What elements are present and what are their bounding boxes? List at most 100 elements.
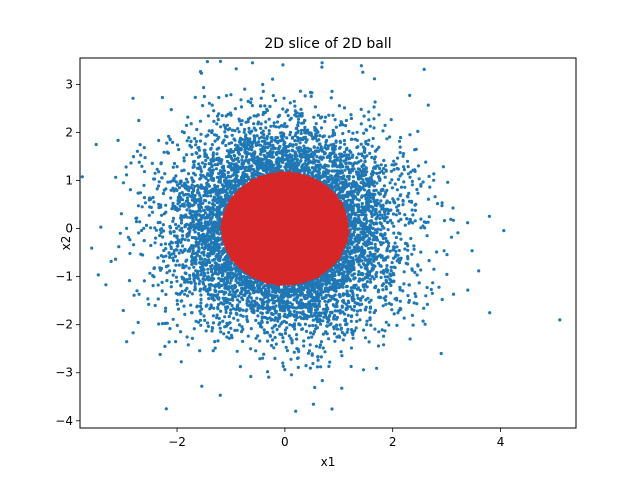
blue-point [196, 277, 200, 281]
blue-point [378, 210, 382, 214]
blue-point [409, 236, 413, 241]
blue-point [190, 336, 194, 340]
blue-point [171, 259, 176, 263]
blue-point [241, 161, 245, 165]
blue-point [403, 247, 407, 251]
blue-point [366, 142, 370, 147]
blue-point [327, 337, 331, 341]
blue-point [206, 194, 210, 198]
blue-point [389, 208, 393, 212]
blue-point [410, 313, 414, 317]
blue-point [283, 328, 287, 332]
blue-point [397, 219, 401, 223]
blue-point [202, 198, 207, 202]
blue-point [367, 340, 371, 344]
blue-point [197, 162, 201, 166]
blue-point [169, 196, 173, 200]
blue-point [403, 185, 407, 189]
blue-point [382, 210, 387, 214]
blue-point [178, 192, 182, 196]
blue-point [372, 189, 376, 193]
blue-point [289, 373, 294, 377]
blue-point [179, 330, 183, 334]
blue-point [377, 330, 381, 334]
blue-point [359, 122, 363, 126]
blue-point [254, 143, 258, 147]
blue-point [362, 328, 366, 332]
blue-point [313, 136, 318, 140]
blue-point [179, 360, 183, 364]
blue-point [398, 285, 402, 290]
blue-point [192, 265, 196, 269]
blue-point [182, 156, 186, 160]
blue-point [408, 337, 412, 341]
blue-point [212, 119, 216, 123]
blue-point [237, 323, 242, 327]
blue-point [191, 216, 195, 220]
blue-point [381, 288, 385, 292]
blue-point [362, 173, 366, 177]
blue-point [397, 231, 401, 235]
blue-point [288, 118, 292, 122]
blue-point [162, 229, 166, 233]
blue-point [138, 220, 142, 224]
blue-point [189, 145, 193, 149]
blue-point [184, 177, 188, 181]
blue-point [265, 134, 269, 139]
blue-point [158, 234, 162, 238]
blue-point [175, 323, 179, 327]
blue-point [175, 279, 179, 283]
blue-point [425, 285, 429, 290]
blue-point [274, 304, 278, 308]
blue-point [353, 329, 357, 333]
blue-point [285, 136, 289, 140]
blue-point [239, 98, 243, 102]
blue-point [254, 318, 258, 322]
blue-point [363, 336, 368, 340]
blue-point [211, 151, 215, 155]
blue-point [179, 240, 183, 244]
blue-point [114, 175, 118, 179]
blue-point [247, 126, 251, 130]
blue-point [441, 165, 445, 169]
blue-point [202, 86, 206, 90]
blue-point [239, 313, 243, 317]
blue-point [238, 300, 242, 304]
blue-point [331, 113, 335, 117]
blue-point [379, 163, 383, 167]
blue-point [487, 214, 491, 218]
blue-point [207, 201, 211, 205]
blue-point [160, 95, 164, 100]
blue-point [164, 203, 168, 207]
blue-point [319, 322, 323, 326]
blue-point [223, 285, 227, 289]
blue-point [271, 94, 275, 98]
blue-point [229, 141, 234, 145]
chart-title: 2D slice of 2D ball [264, 36, 391, 52]
blue-point [384, 201, 388, 205]
blue-point [257, 140, 261, 144]
blue-point [278, 332, 282, 336]
blue-point [394, 249, 398, 253]
blue-point [367, 118, 371, 122]
blue-point [165, 141, 169, 145]
blue-point [140, 205, 144, 209]
blue-point [206, 267, 210, 271]
blue-point [352, 304, 357, 309]
blue-point [402, 168, 406, 172]
blue-point [386, 211, 390, 216]
blue-point [360, 201, 364, 206]
blue-point [328, 159, 332, 163]
blue-point [234, 311, 238, 315]
blue-point [349, 346, 354, 350]
blue-point [383, 298, 388, 302]
blue-point [338, 323, 342, 327]
blue-point [214, 254, 218, 258]
blue-point [372, 259, 376, 263]
blue-point [417, 177, 421, 181]
blue-point [309, 331, 313, 335]
blue-point [184, 153, 189, 157]
blue-point [250, 145, 254, 149]
blue-point [200, 257, 204, 261]
blue-point [308, 343, 312, 347]
